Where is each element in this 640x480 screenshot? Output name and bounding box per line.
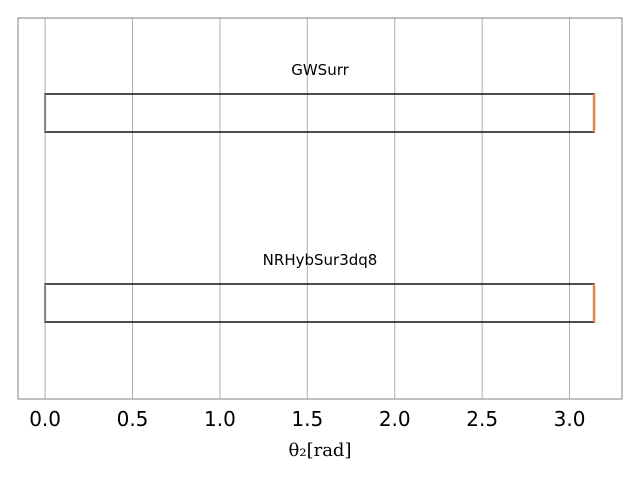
box-rect-0 <box>44 93 595 133</box>
x-tick-label-6: 3.0 <box>554 407 586 431</box>
grid-lines <box>44 18 571 399</box>
x-tick-label-1: 0.5 <box>117 407 149 431</box>
box-rect-1 <box>44 283 595 323</box>
series-label-0: GWSurr <box>291 61 349 79</box>
box-0: GWSurr <box>44 61 596 133</box>
x-ticks: 0.0 0.5 1.0 1.5 2.0 2.5 3.0 <box>29 407 585 431</box>
x-tick-label-2: 1.0 <box>204 407 236 431</box>
x-axis-label: θ₂[rad] <box>289 440 352 461</box>
x-tick-label-3: 1.5 <box>291 407 323 431</box>
x-tick-label-0: 0.0 <box>29 407 61 431</box>
series-label-1: NRHybSur3dq8 <box>263 251 378 269</box>
x-tick-label-5: 2.5 <box>466 407 498 431</box>
x-tick-label-4: 2.0 <box>379 407 411 431</box>
box-1: NRHybSur3dq8 <box>44 251 596 323</box>
boxes: GWSurr NRHybSur3dq8 <box>44 61 596 323</box>
plot-frame <box>17 17 623 400</box>
